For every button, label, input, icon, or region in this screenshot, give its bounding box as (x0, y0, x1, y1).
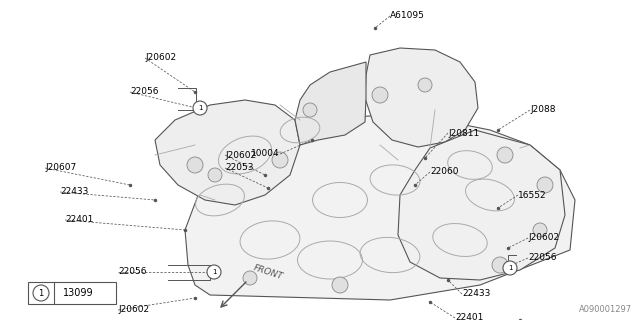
Text: 22053: 22053 (225, 164, 253, 172)
Text: 13099: 13099 (63, 288, 93, 298)
Circle shape (207, 265, 221, 279)
Text: A090001297: A090001297 (579, 305, 632, 314)
Text: J20602: J20602 (528, 234, 559, 243)
Circle shape (537, 177, 553, 193)
Text: J20602: J20602 (118, 306, 149, 315)
Text: 22056: 22056 (528, 253, 557, 262)
Circle shape (187, 157, 203, 173)
Polygon shape (155, 100, 300, 205)
Text: 1: 1 (508, 265, 512, 271)
Polygon shape (365, 48, 478, 147)
Text: 22401: 22401 (455, 314, 483, 320)
Polygon shape (398, 130, 565, 280)
Text: J20602: J20602 (145, 53, 176, 62)
Text: A61095: A61095 (390, 12, 425, 20)
Circle shape (372, 87, 388, 103)
Polygon shape (295, 62, 366, 145)
Text: 22433: 22433 (60, 188, 88, 196)
Text: 10004: 10004 (252, 149, 280, 158)
Circle shape (303, 103, 317, 117)
Circle shape (503, 261, 517, 275)
Text: 22433: 22433 (462, 290, 490, 299)
Text: J2088: J2088 (530, 106, 556, 115)
Text: J20602: J20602 (225, 150, 256, 159)
Text: 22056: 22056 (130, 87, 159, 97)
Circle shape (272, 152, 288, 168)
Text: 1: 1 (198, 105, 202, 111)
Circle shape (533, 223, 547, 237)
Circle shape (208, 168, 222, 182)
Circle shape (193, 101, 207, 115)
Text: 22056: 22056 (118, 268, 147, 276)
Text: FRONT: FRONT (252, 263, 284, 281)
Bar (28, 282, 116, 304)
Circle shape (497, 147, 513, 163)
Circle shape (418, 78, 432, 92)
Text: 1: 1 (38, 289, 44, 298)
Circle shape (243, 271, 257, 285)
Polygon shape (185, 115, 575, 300)
Text: 22401: 22401 (65, 215, 93, 225)
Text: 16552: 16552 (518, 190, 547, 199)
Circle shape (332, 277, 348, 293)
Text: J20811: J20811 (448, 129, 479, 138)
Text: 22060: 22060 (430, 167, 458, 177)
Text: J20607: J20607 (45, 164, 76, 172)
Circle shape (33, 285, 49, 301)
Circle shape (492, 257, 508, 273)
Text: 1: 1 (212, 269, 216, 275)
